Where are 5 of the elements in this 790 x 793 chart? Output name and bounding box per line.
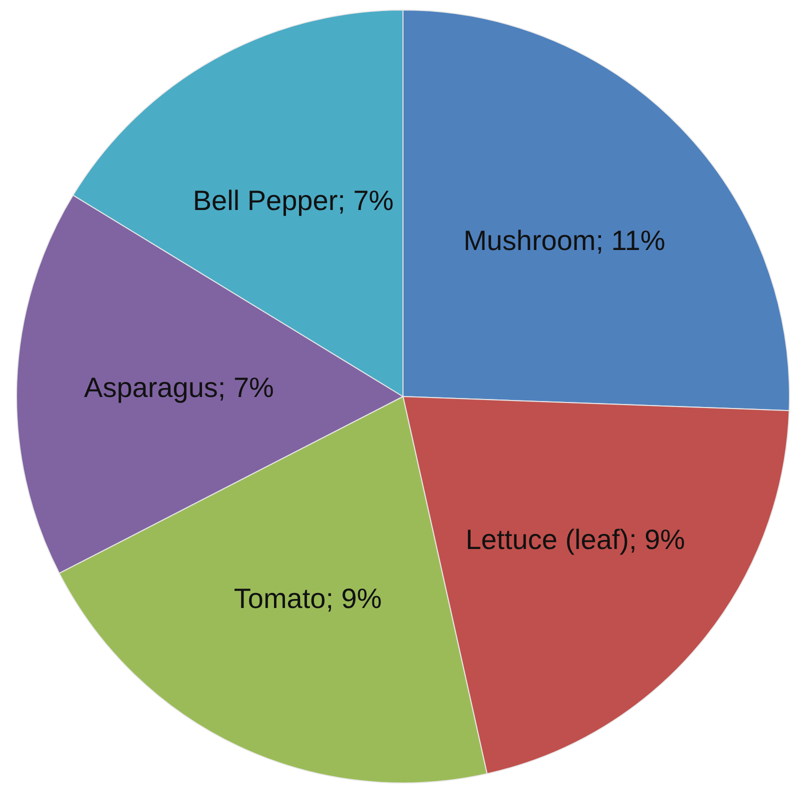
slice-label: Lettuce (leaf); 9% xyxy=(466,524,686,555)
slice-label: Tomato; 9% xyxy=(234,583,382,614)
slice-label: Bell Pepper; 7% xyxy=(192,185,394,216)
slice-label: Mushroom; 11% xyxy=(463,224,666,256)
slice-label: Asparagus; 7% xyxy=(84,372,274,404)
